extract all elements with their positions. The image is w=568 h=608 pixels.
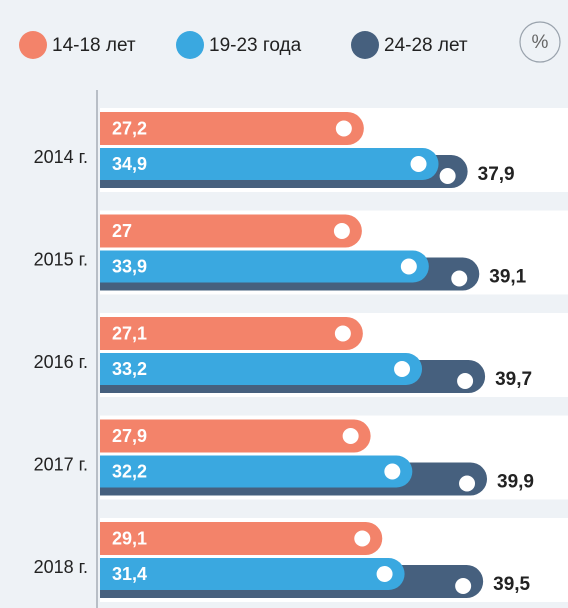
value-label: 33,2 (112, 359, 147, 379)
value-label: 29,1 (112, 528, 147, 548)
bar-knob (384, 463, 401, 480)
value-label: 39,7 (495, 369, 532, 390)
value-label: 33,9 (112, 256, 147, 276)
value-label: 39,9 (497, 472, 534, 493)
bar (100, 214, 362, 248)
legend-swatch (176, 31, 204, 59)
bar (100, 353, 423, 385)
bar-knob (394, 361, 411, 377)
bar (100, 148, 439, 180)
bar-knob (376, 566, 393, 582)
bar (100, 317, 363, 350)
bar-knob (342, 428, 359, 444)
value-label: 27 (112, 221, 132, 241)
bar-knob (333, 223, 350, 239)
category-label: 2018 г. (34, 557, 88, 577)
bar-knob (459, 475, 476, 492)
bar (100, 522, 383, 555)
value-label: 39,1 (489, 267, 526, 288)
bar (100, 558, 405, 590)
bar-knob (451, 270, 468, 287)
bar (100, 112, 364, 145)
category-label: 2015 г. (34, 249, 88, 269)
legend-swatch (19, 31, 47, 59)
value-label: 27,9 (112, 426, 147, 446)
category-label: 2017 г. (34, 454, 88, 474)
legend-label: 19-23 года (209, 35, 302, 56)
unit-label: % (532, 32, 549, 53)
legend-swatch (351, 31, 379, 59)
value-label: 27,1 (112, 323, 147, 343)
bar-knob (354, 530, 371, 547)
value-label: 37,9 (478, 164, 515, 185)
bar-knob (439, 168, 456, 184)
legend-label: 24-28 лет (384, 35, 468, 56)
bar (100, 419, 371, 453)
bar (100, 250, 429, 283)
value-label: 31,4 (112, 564, 147, 584)
value-label: 34,9 (112, 154, 147, 174)
bar-knob (335, 120, 352, 137)
value-label: 27,2 (112, 118, 147, 138)
bar-knob (334, 325, 351, 342)
bar (100, 455, 413, 488)
bar-knob (400, 258, 417, 275)
legend-label: 14-18 лет (52, 35, 136, 56)
category-label: 2014 г. (34, 147, 88, 167)
bar-knob (455, 578, 472, 594)
unit-badge (519, 21, 561, 63)
value-label: 32,2 (112, 461, 147, 481)
value-label: 39,5 (493, 574, 530, 595)
category-label: 2016 г. (34, 352, 88, 372)
bar-knob (457, 373, 474, 389)
bar-knob (410, 156, 427, 172)
